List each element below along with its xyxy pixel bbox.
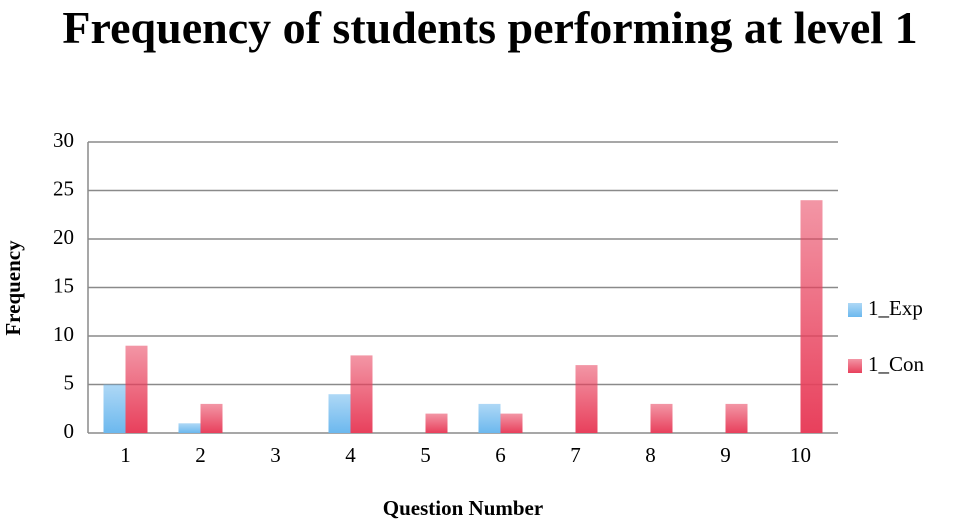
x-tick-label: 3 [270,443,281,467]
bar [178,423,201,433]
x-axis-title: Question Number [383,496,543,520]
bar [800,200,823,433]
x-tick-label: 2 [195,443,206,467]
y-tick-label: 30 [53,128,74,152]
x-tick-label: 8 [645,443,656,467]
legend-swatch [848,359,862,373]
bar [725,403,748,433]
legend-swatch [848,303,862,317]
y-axis-title: Frequency [1,240,25,336]
y-tick-label: 10 [53,322,74,346]
bar [200,403,223,433]
bar [425,413,448,433]
y-tick-label: 15 [53,273,74,297]
y-tick-label: 5 [64,370,75,394]
bar [103,384,126,433]
y-tick-label: 20 [53,225,74,249]
bar [500,413,523,433]
bar [350,355,373,433]
y-tick-label: 25 [53,176,74,200]
x-tick-label: 9 [720,443,731,467]
legend-label: 1_Con [868,352,925,376]
bar [478,403,501,433]
bar [575,365,598,433]
x-tick-label: 4 [345,443,356,467]
x-tick-label: 5 [420,443,431,467]
x-tick-label: 10 [790,443,811,467]
x-tick-label: 6 [495,443,506,467]
chart-title: Frequency of students performing at leve… [62,2,918,53]
x-tick-label: 7 [570,443,581,467]
y-tick-label: 0 [64,419,75,443]
bar [650,403,673,433]
legend-label: 1_Exp [868,296,923,320]
x-tick-label: 1 [120,443,131,467]
bar [328,394,351,433]
bar [125,345,148,433]
